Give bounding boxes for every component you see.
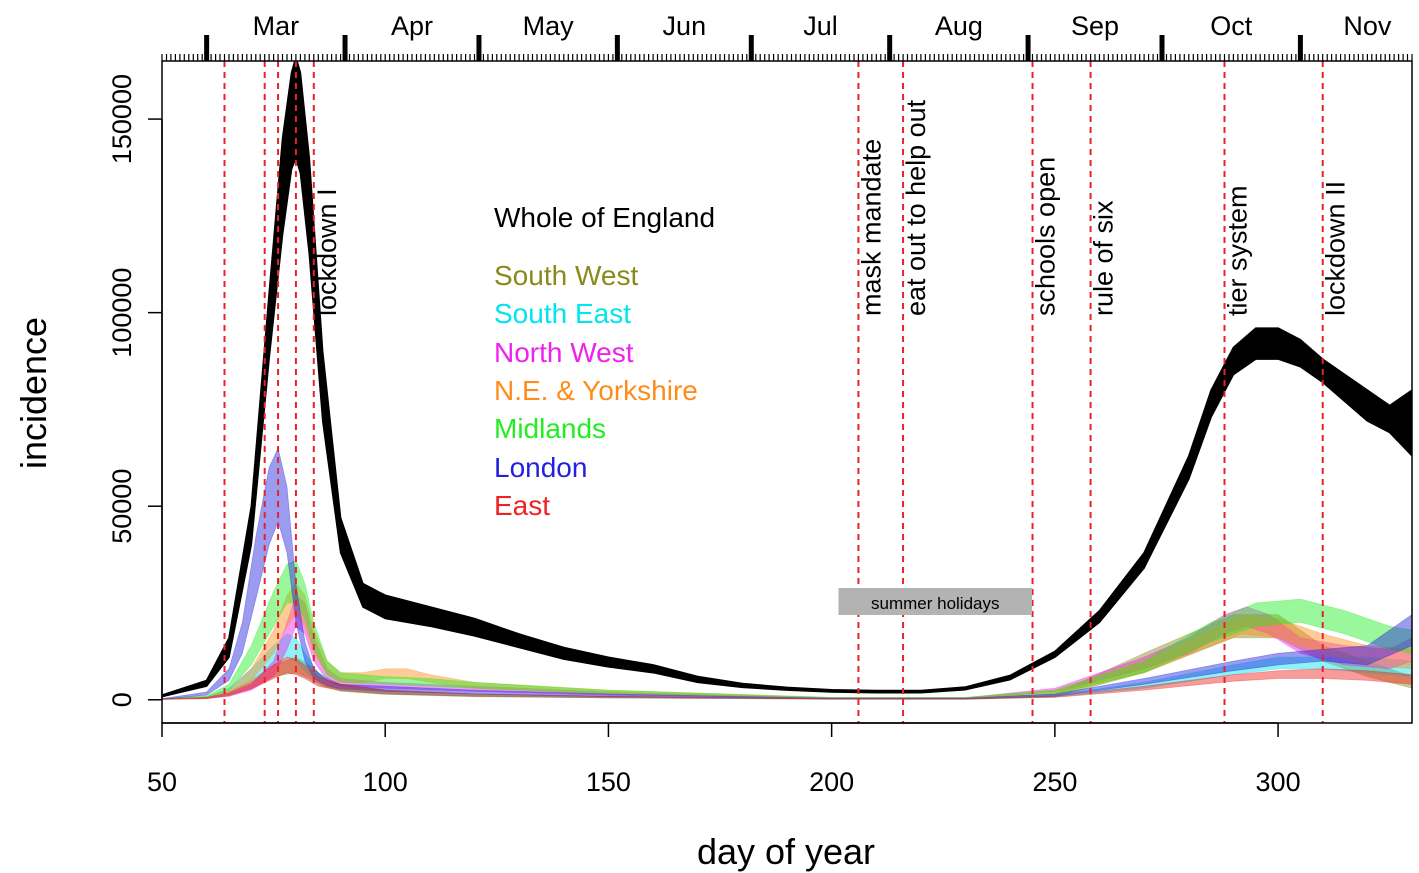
event-lines: lockdown I mask mandate eat out to help ou… <box>223 61 1351 723</box>
band-layer <box>162 61 1412 700</box>
legend-entry-north-west: North West <box>494 337 634 368</box>
legend: Whole of England South West South East Nort… <box>494 202 715 521</box>
shaded-period-layer: summer holidays <box>838 588 1032 615</box>
y-tick-label: 0 <box>107 692 137 707</box>
x-tick-label: 300 <box>1256 767 1301 797</box>
x-tick-label: 250 <box>1032 767 1077 797</box>
legend-entry-south-west: South West <box>494 260 638 291</box>
event-label: lockdown I <box>312 188 342 316</box>
band-midlands <box>162 560 1412 700</box>
event-label: lockdown II <box>1321 181 1351 316</box>
month-label-oct: Oct <box>1210 11 1253 41</box>
x-tick-label: 200 <box>809 767 854 797</box>
y-tick-label: 50000 <box>107 469 137 544</box>
x-axis-label: day of year <box>697 831 875 872</box>
legend-entry-midlands: Midlands <box>494 413 606 444</box>
band-south-west <box>162 614 1412 700</box>
legend-entry-south-east: South East <box>494 298 631 329</box>
band-london <box>162 447 1412 700</box>
axes: 50 100 150 200 250 300 0 50000 100000 150000 <box>107 74 1301 797</box>
event-label: eat out to help out <box>901 99 931 316</box>
y-tick-label: 150000 <box>107 74 137 164</box>
month-label-sep: Sep <box>1071 11 1119 41</box>
band-south-east <box>162 633 1412 700</box>
month-label-may: May <box>523 11 575 41</box>
month-label-aug: Aug <box>935 11 983 41</box>
month-label-jun: Jun <box>663 11 707 41</box>
band-whole-of-england <box>162 61 1412 698</box>
event-label: schools open <box>1031 157 1061 316</box>
legend-entry-whole-of-england: Whole of England <box>494 202 715 233</box>
x-tick-label: 150 <box>586 767 631 797</box>
legend-entry-n-e-yorkshire: N.E. & Yorkshire <box>494 375 698 406</box>
y-axis-label: incidence <box>13 317 54 469</box>
event-label: tier system <box>1223 185 1253 316</box>
month-label-apr: Apr <box>391 11 433 41</box>
month-label-nov: Nov <box>1343 11 1392 41</box>
x-tick-label: 100 <box>363 767 408 797</box>
band-n-e-yorkshire <box>162 583 1412 700</box>
month-label-mar: Mar <box>253 11 300 41</box>
legend-entry-london: London <box>494 452 587 483</box>
month-axis: Mar Apr May Jun Jul Aug Sep Oct Nov <box>161 11 1413 61</box>
summer-holidays-label: summer holidays <box>871 594 1000 613</box>
summer-holidays-box <box>838 588 1032 615</box>
band-north-west <box>162 594 1412 700</box>
month-label-jul: Jul <box>803 11 838 41</box>
y-tick-label: 100000 <box>107 268 137 358</box>
band-east <box>162 656 1412 700</box>
x-tick-label: 50 <box>147 767 177 797</box>
event-label: rule of six <box>1089 200 1119 316</box>
legend-entry-east: East <box>494 490 550 521</box>
day-ticks <box>161 54 1413 61</box>
event-label: mask mandate <box>856 139 886 316</box>
